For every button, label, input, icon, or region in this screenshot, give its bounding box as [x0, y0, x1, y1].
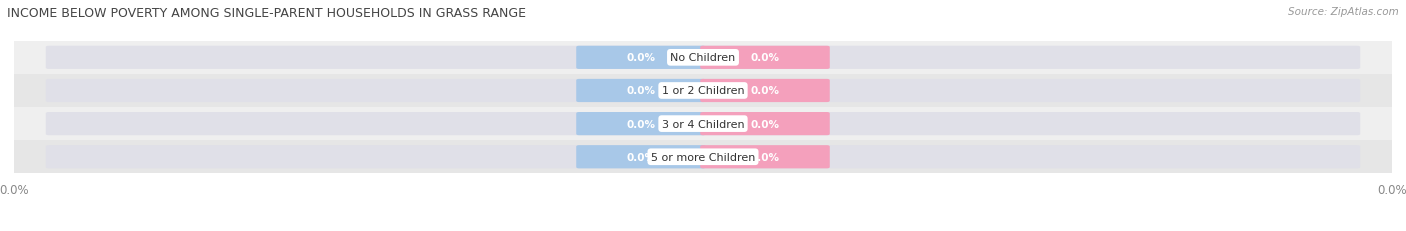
Text: INCOME BELOW POVERTY AMONG SINGLE-PARENT HOUSEHOLDS IN GRASS RANGE: INCOME BELOW POVERTY AMONG SINGLE-PARENT…	[7, 7, 526, 20]
FancyBboxPatch shape	[46, 79, 1360, 103]
Text: No Children: No Children	[671, 53, 735, 63]
Bar	[14, 42, 1392, 75]
Text: 0.0%: 0.0%	[751, 152, 779, 162]
FancyBboxPatch shape	[46, 46, 1360, 70]
Text: 0.0%: 0.0%	[627, 53, 655, 63]
Text: 0.0%: 0.0%	[627, 119, 655, 129]
Bar	[14, 141, 1392, 173]
FancyBboxPatch shape	[700, 46, 830, 70]
FancyBboxPatch shape	[700, 146, 830, 169]
Bar	[14, 75, 1392, 108]
Text: 0.0%: 0.0%	[627, 152, 655, 162]
Text: Source: ZipAtlas.com: Source: ZipAtlas.com	[1288, 7, 1399, 17]
FancyBboxPatch shape	[700, 79, 830, 103]
FancyBboxPatch shape	[576, 46, 706, 70]
Text: 0.0%: 0.0%	[751, 119, 779, 129]
Legend: Single Father, Single Mother: Single Father, Single Mother	[593, 228, 813, 231]
FancyBboxPatch shape	[576, 112, 706, 136]
FancyBboxPatch shape	[46, 112, 1360, 136]
FancyBboxPatch shape	[46, 146, 1360, 169]
Text: 0.0%: 0.0%	[627, 86, 655, 96]
FancyBboxPatch shape	[576, 146, 706, 169]
Bar	[14, 108, 1392, 141]
Text: 0.0%: 0.0%	[751, 53, 779, 63]
Text: 0.0%: 0.0%	[751, 86, 779, 96]
Text: 1 or 2 Children: 1 or 2 Children	[662, 86, 744, 96]
Text: 5 or more Children: 5 or more Children	[651, 152, 755, 162]
Text: 3 or 4 Children: 3 or 4 Children	[662, 119, 744, 129]
FancyBboxPatch shape	[576, 79, 706, 103]
FancyBboxPatch shape	[700, 112, 830, 136]
